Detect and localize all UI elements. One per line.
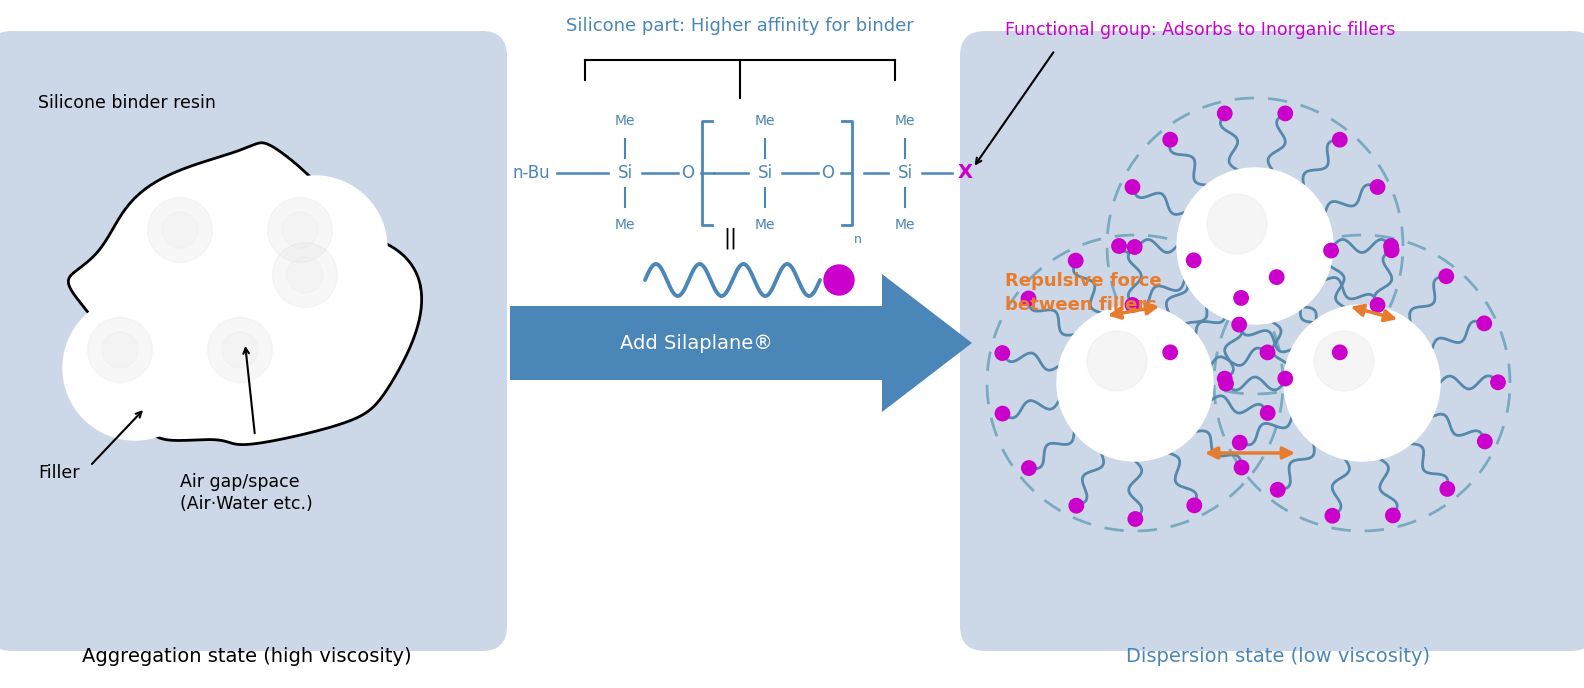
Circle shape [1125,180,1139,194]
Circle shape [1438,269,1454,283]
Circle shape [1218,376,1234,391]
Circle shape [1163,133,1177,147]
Circle shape [1261,345,1275,360]
Circle shape [1232,436,1247,450]
Text: Repulsive force
between fillers: Repulsive force between fillers [1004,272,1161,314]
Circle shape [1332,345,1346,360]
Circle shape [1234,291,1248,305]
Text: Me: Me [615,218,635,232]
Circle shape [124,176,268,320]
Polygon shape [68,143,421,444]
FancyBboxPatch shape [0,31,507,651]
Circle shape [268,197,333,262]
Text: ||: || [722,227,737,249]
Circle shape [287,257,323,293]
Circle shape [1384,243,1399,257]
Circle shape [1491,375,1505,389]
Circle shape [1370,180,1384,194]
Text: X: X [957,164,973,182]
Text: Me: Me [615,114,635,128]
Circle shape [1370,298,1384,312]
Text: Air gap/space
(Air·Water etc.): Air gap/space (Air·Water etc.) [181,473,312,513]
Circle shape [1326,508,1340,523]
Circle shape [1087,331,1147,391]
Circle shape [1476,316,1492,330]
Circle shape [1022,461,1036,475]
Circle shape [1177,168,1334,324]
Text: Si: Si [618,164,632,182]
Circle shape [249,221,391,365]
Circle shape [1128,240,1142,254]
Circle shape [824,265,854,295]
Circle shape [1069,253,1083,268]
Circle shape [147,197,212,262]
FancyBboxPatch shape [960,31,1584,651]
Circle shape [1163,345,1177,360]
Text: Filler: Filler [38,464,79,482]
Circle shape [1125,298,1139,312]
Text: Me: Me [895,114,916,128]
Circle shape [1261,406,1275,420]
Circle shape [282,212,318,248]
Circle shape [208,318,272,383]
Circle shape [1278,106,1293,120]
Circle shape [1218,372,1232,386]
Circle shape [1022,291,1036,305]
Text: n-Bu: n-Bu [512,164,550,182]
Circle shape [1332,133,1346,147]
Circle shape [162,212,198,248]
Circle shape [87,318,152,383]
Circle shape [1112,239,1126,253]
Polygon shape [510,274,973,412]
Circle shape [184,296,326,440]
Circle shape [1278,372,1293,386]
Text: Silicone binder resin: Silicone binder resin [38,94,215,112]
Text: Functional group: Adsorbs to Inorganic fillers: Functional group: Adsorbs to Inorganic f… [1004,21,1396,39]
Text: Me: Me [895,218,916,232]
Text: Dispersion state (low viscosity): Dispersion state (low viscosity) [1126,647,1430,665]
Circle shape [1324,244,1338,258]
Text: O: O [681,164,694,182]
Circle shape [1186,498,1202,513]
Text: n: n [854,233,862,246]
Circle shape [1186,253,1201,268]
Circle shape [1128,512,1142,526]
Text: Si: Si [898,164,912,182]
Circle shape [242,176,386,320]
Circle shape [1207,194,1267,254]
Text: Silicone part: Higher affinity for binder: Silicone part: Higher affinity for binde… [565,17,914,35]
Circle shape [995,346,1009,361]
Circle shape [101,332,138,368]
Text: Si: Si [757,164,773,182]
Text: Me: Me [754,218,775,232]
Circle shape [1270,482,1285,497]
Circle shape [222,332,258,368]
Circle shape [1440,482,1454,496]
Circle shape [1218,106,1232,120]
Text: Me: Me [754,114,775,128]
Circle shape [1285,305,1440,461]
Circle shape [63,296,208,440]
Circle shape [1269,270,1285,284]
Text: Aggregation state (high viscosity): Aggregation state (high viscosity) [82,647,412,665]
Circle shape [1232,317,1247,332]
Circle shape [1069,499,1083,513]
Text: Add Silaplane®: Add Silaplane® [619,334,773,352]
Circle shape [1478,434,1492,449]
Circle shape [995,407,1009,421]
Circle shape [1315,331,1373,391]
Circle shape [1057,305,1213,461]
Circle shape [1384,239,1399,253]
Circle shape [272,243,337,308]
Text: O: O [822,164,835,182]
Circle shape [1234,460,1248,475]
Circle shape [1386,508,1400,523]
